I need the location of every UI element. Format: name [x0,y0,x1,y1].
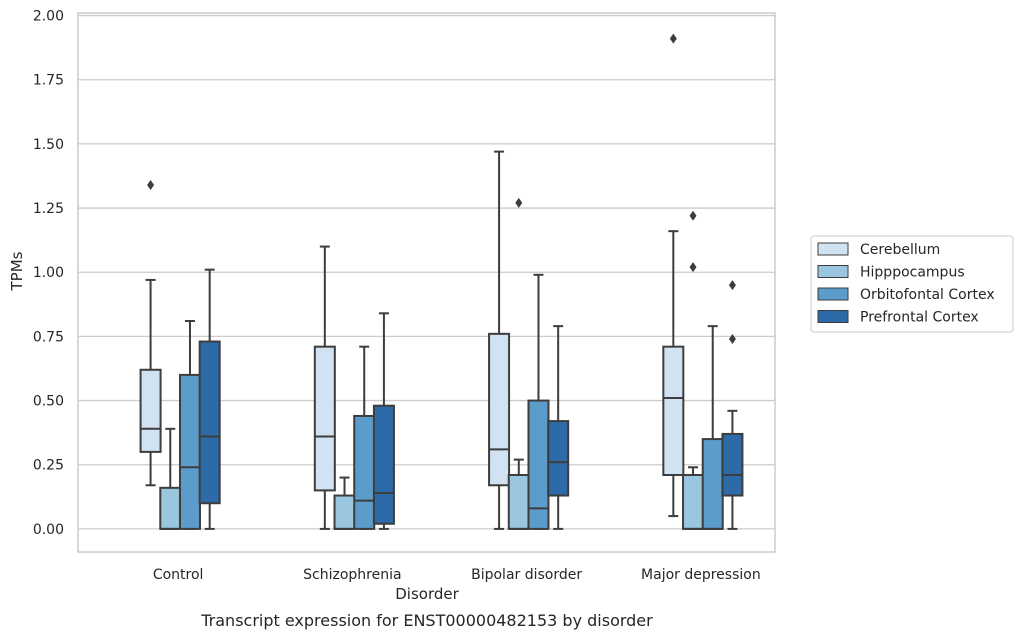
box-plot [178,320,201,530]
y-tick-label: 0.25 [33,458,64,474]
y-tick-labels: 0.00 0.25 0.50 0.75 1.00 1.25 1.50 1.75 2.00 [33,9,64,538]
box-plot [139,179,162,487]
y-tick-label: 0.50 [33,394,64,410]
box [488,332,511,487]
box-plot [313,245,336,530]
box [159,486,182,530]
box-plot [507,197,530,530]
outlier-marker [689,210,697,221]
box-plot [701,325,724,530]
box [507,474,530,530]
box [682,474,705,530]
series-prefrontal-cortex [198,268,744,530]
legend-swatch [817,242,849,256]
legend-label: Cerebellum [860,242,940,258]
box [701,438,724,530]
box [547,420,570,497]
box [198,340,221,505]
x-axis-label: Disorder [395,585,459,603]
box-plot [488,150,511,530]
y-tick-label: 2.00 [33,9,64,25]
outlier-marker [669,33,677,44]
outlier-marker [689,262,697,273]
series-hipppocampus [159,197,705,530]
box-plot [372,312,395,530]
box-plot [527,273,550,530]
y-tick-label: 1.00 [33,265,64,281]
y-tick-label: 0.75 [33,329,64,345]
box [372,404,395,525]
box-plot [353,345,376,530]
outlier-marker [728,333,736,344]
x-tick-label: Control [153,567,204,583]
outlier-marker [515,197,523,208]
legend-label: Prefrontal Cortex [860,310,979,326]
box [139,368,162,453]
box [527,399,550,530]
box [721,432,744,497]
y-tick-label: 1.25 [33,201,64,217]
chart-caption: Transcript expression for ENST0000048215… [200,611,653,630]
legend-frame [810,235,1014,333]
box-plot [159,427,182,530]
box-plot [547,325,570,530]
box [313,345,336,492]
legend-label: Hipppocampus [860,265,965,281]
legend-swatch [817,265,849,278]
box-plot [198,268,221,530]
legend: Cerebellum Hipppocampus Orbitofontal Corte… [810,235,1014,333]
legend-swatch [817,287,849,301]
x-tick-labels: Control Schizophrenia Bipolar disorder Majo… [153,567,761,583]
x-tick-label: Major depression [641,567,761,583]
series-orbitofontal-cortex [178,273,724,530]
box-plot [662,33,685,518]
box [353,414,376,530]
box [178,373,201,530]
box [333,494,356,530]
outlier-marker [728,280,736,291]
legend-label: Orbitofontal Cortex [860,287,995,303]
plot-frame [77,12,776,553]
x-tick-label: Bipolar disorder [471,567,582,583]
series-cerebellum [139,33,685,530]
y-tick-label: 1.50 [33,137,64,153]
box-series [139,33,744,530]
box-plot [333,476,356,530]
y-tick-label: 1.75 [33,73,64,89]
box-plot [721,280,744,530]
x-tick-label: Schizophrenia [303,567,401,583]
box-plot [682,210,705,530]
legend-swatch [817,310,849,323]
box [662,345,685,476]
y-axis-label: TPMs [8,251,26,291]
outlier-marker [147,179,155,190]
y-tick-label: 0.00 [33,522,64,538]
